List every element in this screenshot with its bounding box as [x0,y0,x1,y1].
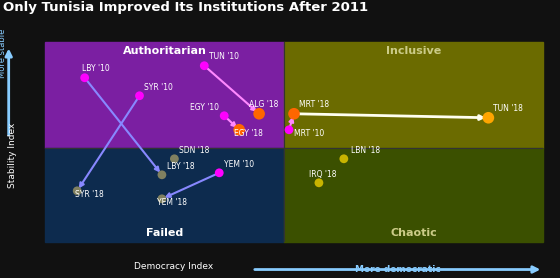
Text: EGY '10: EGY '10 [190,103,219,112]
Text: YEM '10: YEM '10 [224,160,254,169]
Text: SDN '18: SDN '18 [179,146,210,155]
Point [135,93,144,98]
Text: MRT '18: MRT '18 [299,100,329,109]
Text: Failed: Failed [146,228,183,238]
Point [200,63,209,68]
Bar [284,42,543,148]
Text: LBN '18: LBN '18 [351,146,380,155]
Text: Chaotic: Chaotic [390,228,437,238]
Text: SYR '18: SYR '18 [74,190,104,199]
Text: SYR '10: SYR '10 [144,83,174,92]
Text: EGY '18: EGY '18 [234,129,263,138]
Point [157,173,166,177]
Text: YEM '18: YEM '18 [157,198,187,207]
Point [157,197,166,201]
Text: LBY '18: LBY '18 [167,162,194,171]
Point [170,157,179,161]
Text: Inclusive: Inclusive [386,46,441,56]
Bar [284,148,543,242]
Text: IRQ '18: IRQ '18 [309,170,337,179]
Point [235,128,244,132]
Text: MRT '10: MRT '10 [294,129,324,138]
Point [290,111,298,116]
Text: Only Tunisia Improved Its Institutions After 2011: Only Tunisia Improved Its Institutions A… [3,1,368,14]
Point [80,76,89,80]
Text: Democracy Index: Democracy Index [134,262,213,271]
Point [484,116,493,120]
Point [339,157,348,161]
Text: Authoritarian: Authoritarian [123,46,206,56]
Text: Stability Index: Stability Index [8,123,17,188]
Text: LBY '10: LBY '10 [82,64,110,73]
Point [73,188,82,193]
Text: More democratic: More democratic [354,265,441,274]
Point [255,111,264,116]
Point [284,128,293,132]
Text: More stable: More stable [0,28,7,78]
Point [315,181,324,185]
Text: TUN '18: TUN '18 [493,104,523,113]
Point [214,171,223,175]
Bar [45,148,284,242]
Text: TUN '10: TUN '10 [209,52,239,61]
Bar [45,42,284,148]
Text: ALG '18: ALG '18 [249,100,278,109]
Point [220,113,228,118]
